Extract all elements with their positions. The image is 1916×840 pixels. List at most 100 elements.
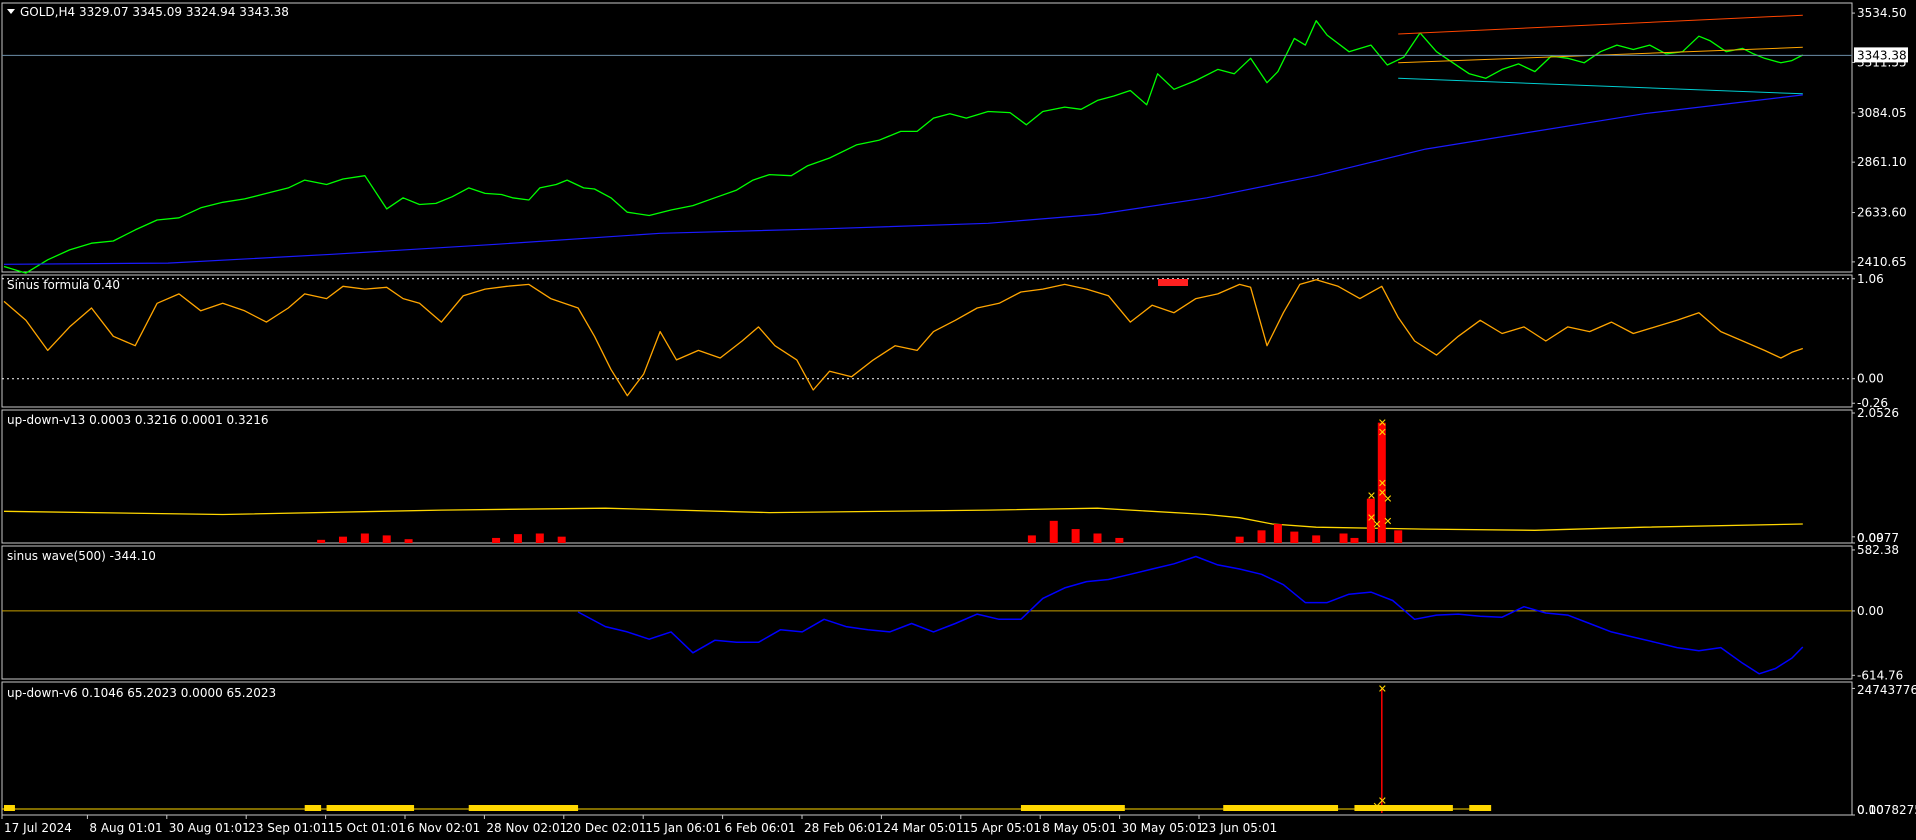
hist-bar-22 <box>1377 422 1386 543</box>
hist-bar-19 <box>1339 533 1348 543</box>
y-tick-price-2: 3084.05 <box>1857 106 1907 120</box>
x-tick-0: 17 Jul 2024 <box>4 821 72 835</box>
x-tick-2: 30 Aug 01:01 <box>169 821 250 835</box>
marker-band-6 <box>1354 805 1453 811</box>
marker-x-updown_v13-0: ✕ <box>1378 417 1387 430</box>
hist-bar-4 <box>404 539 413 543</box>
y-tick-sinus_formula-1: 0.00 <box>1857 372 1884 386</box>
x-tick-6: 28 Nov 02:01 <box>486 821 567 835</box>
marker-band-1 <box>304 805 322 811</box>
series-sinus_wave-line-0 <box>577 555 1804 675</box>
marker-x-updown_v13-7: ✕ <box>1383 515 1392 528</box>
marker-x-updown_v6-1: ✕ <box>1378 795 1387 808</box>
y-tick-price-0: 3534.50 <box>1857 6 1907 20</box>
x-tick-8: 15 Jan 06:01 <box>645 821 721 835</box>
series-price-price-0 <box>3 20 1804 274</box>
hist-bar-1 <box>338 536 347 543</box>
marker-band-3 <box>468 805 579 811</box>
y-tick-updown_v6-1: 0.00 <box>1857 803 1884 817</box>
hist-bar-13 <box>1115 537 1124 543</box>
y-tick-price-4: 2633.60 <box>1857 206 1907 220</box>
x-tick-4: 15 Oct 01:01 <box>328 821 406 835</box>
hist-bar-11 <box>1071 529 1080 543</box>
hist-bar-9 <box>1027 535 1036 543</box>
y-tick-sinus_wave-0: 582.38 <box>1857 543 1899 557</box>
y-tick-sinus_formula-0: 1.06 <box>1857 272 1884 286</box>
hist-bar-14 <box>1235 536 1244 543</box>
marker-band-2 <box>326 805 415 811</box>
hist-bar-3 <box>382 535 391 543</box>
marker-band-4 <box>1020 805 1125 811</box>
hist-bar-7 <box>535 533 544 543</box>
hist-bar-15 <box>1257 530 1266 543</box>
current-price-label: 3343.38 <box>1857 48 1907 62</box>
hist-bar-17 <box>1290 531 1299 543</box>
y-tick-price-5: 2410.65 <box>1857 255 1907 269</box>
hist-bar-2 <box>360 533 369 543</box>
series-sinus_formula-line-0 <box>3 279 1804 397</box>
marker-band-5 <box>1223 805 1339 811</box>
marker-x-updown_v13-4: ✕ <box>1367 490 1376 503</box>
marker-x-updown_v13-5: ✕ <box>1383 493 1392 506</box>
panel-frame-price <box>1 2 1853 273</box>
series-updown_v13-line-0 <box>3 507 1803 531</box>
hist-bar-5 <box>492 537 501 543</box>
x-tick-5: 6 Nov 02:01 <box>407 821 480 835</box>
x-tick-14: 30 May 05:01 <box>1122 821 1204 835</box>
y-tick-sinus_wave-2: -614.76 <box>1857 668 1903 682</box>
current-price-box <box>1854 47 1908 63</box>
y-tick-sinus_wave-1: 0.00 <box>1857 604 1884 618</box>
x-tick-12: 15 Apr 05:01 <box>963 821 1041 835</box>
y-tick-updown_v6-2: 0.10782750 <box>1857 803 1916 817</box>
x-tick-7: 20 Dec 02:01 <box>566 821 647 835</box>
hist-bar-0 <box>317 539 326 543</box>
x-tick-15: 23 Jun 05:01 <box>1201 821 1277 835</box>
marker-x-updown_v13-8: ✕ <box>1372 518 1381 531</box>
current-price-tag: 3343.38 <box>1854 47 1908 63</box>
series-layer: ✕✕✕✕✕✕✕✕✕✕✕✕ <box>2 14 1852 813</box>
hist-bar-16 <box>1273 524 1282 543</box>
marker-band-0 <box>4 805 15 811</box>
series-price-channel_upper-2 <box>1398 14 1803 35</box>
y-tick-updown_v6-0: 24743776 <box>1857 683 1916 697</box>
x-tick-1: 8 Aug 01:01 <box>89 821 162 835</box>
series-price-ma-1 <box>3 94 1803 265</box>
sinus-wave-title: sinus wave(500) -344.10 <box>7 549 156 563</box>
x-tick-9: 6 Feb 06:01 <box>725 821 796 835</box>
x-tick-10: 28 Feb 06:01 <box>804 821 883 835</box>
marker-x-updown_v13-2: ✕ <box>1378 477 1387 490</box>
sinus-formula-title: Sinus formula 0.40 <box>7 278 120 292</box>
marker-x-updown_v6-0: ✕ <box>1378 682 1387 695</box>
marker-x-updown_v13-1: ✕ <box>1378 426 1387 439</box>
x-tick-11: 24 Mar 05:01 <box>883 821 963 835</box>
marker-x-updown_v13-3: ✕ <box>1378 486 1387 499</box>
hist-bar-20 <box>1350 537 1359 543</box>
y-axis-ticks: 3534.503311.553084.052861.102633.602410.… <box>1852 6 1916 817</box>
hist-bar-6 <box>513 534 522 543</box>
chevron-down-icon[interactable] <box>7 9 15 14</box>
panel-frame-updown_v6 <box>1 681 1853 816</box>
panel-frame-sinus_wave <box>1 545 1853 680</box>
symbol-title[interactable]: GOLD,H4 3329.07 3345.09 3324.94 3343.38 <box>7 5 289 19</box>
marker-x-updown_v13-6: ✕ <box>1367 512 1376 525</box>
x-tick-13: 8 May 05:01 <box>1042 821 1117 835</box>
hist-bar-8 <box>557 536 566 543</box>
hist-bar-21 <box>1366 498 1375 543</box>
y-tick-sinus_formula-2: -0.26 <box>1857 396 1888 410</box>
marker-band-7 <box>1469 805 1492 811</box>
hist-bar-12 <box>1093 533 1102 543</box>
series-price-channel_lower-4 <box>1398 77 1803 95</box>
hist-bar-23 <box>1394 530 1403 543</box>
panel-frame-updown_v13 <box>1 409 1853 544</box>
y-tick-updown_v13-1: 0.0977 <box>1857 531 1899 545</box>
y-tick-updown_v13-0: 2.0526 <box>1857 406 1899 420</box>
panel-frames <box>1 2 1853 816</box>
updown-v13-title: up-down-v13 0.0003 0.3216 0.0001 0.3216 <box>7 413 269 427</box>
y-tick-price-3: 2861.10 <box>1857 155 1907 169</box>
x-tick-3: 23 Sep 01:01 <box>248 821 328 835</box>
updown-v6-title: up-down-v6 0.1046 65.2023 0.0000 65.2023 <box>7 686 276 700</box>
y-tick-updown_v13-2: 0.00 <box>1857 531 1884 545</box>
